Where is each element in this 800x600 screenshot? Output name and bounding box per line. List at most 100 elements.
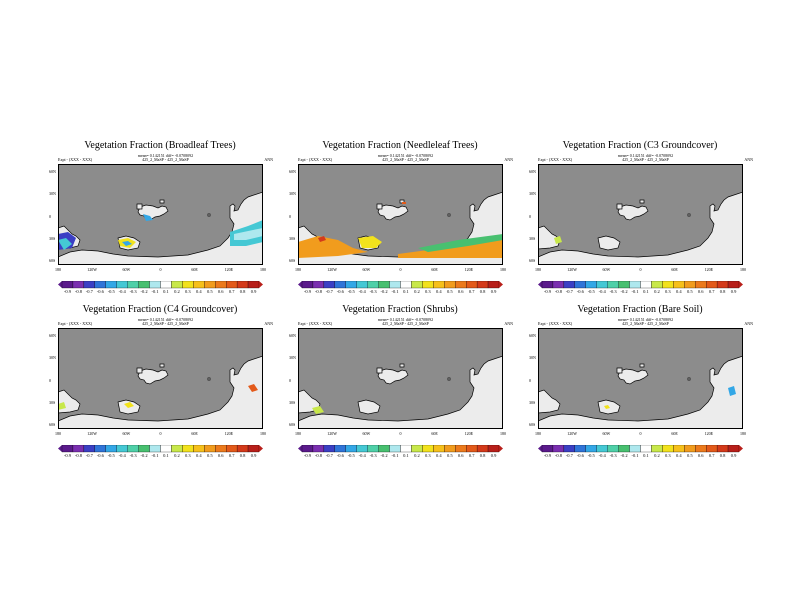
colorbar-swatch <box>83 281 95 289</box>
colorbar-swatch <box>61 281 74 289</box>
landmass-0 <box>617 368 649 385</box>
x-tick-label: 180 <box>260 267 266 272</box>
colorbar-high-arrow <box>499 445 503 452</box>
landmass-5 <box>159 363 165 368</box>
colorbar-swatch <box>716 281 729 289</box>
colorbar-swatch <box>684 281 696 289</box>
x-tick-label: 120W <box>87 431 98 436</box>
colorbar <box>298 445 503 453</box>
colorbar-swatch <box>640 281 652 289</box>
colorbar-label: -0.5 <box>107 289 115 294</box>
colorbar-swatch <box>94 281 106 289</box>
colorbar-label: -0.7 <box>85 289 93 294</box>
colorbar-swatch <box>312 445 325 453</box>
colorbar-label: 0.5 <box>446 289 453 294</box>
x-tick-label: 180 <box>55 267 61 272</box>
colorbar-swatch <box>673 445 685 453</box>
x-tick-label: 180 <box>500 431 506 436</box>
colorbar-swatch <box>455 281 467 289</box>
colorbar-swatch <box>138 445 150 453</box>
colorbar-label: 0.4 <box>435 453 442 458</box>
y-tick-label: 0 <box>49 377 51 383</box>
colorbar-swatch <box>400 281 412 289</box>
x-tick-label: 120E <box>464 431 474 436</box>
colorbar-swatch <box>247 281 260 289</box>
anomaly-region-0 <box>312 406 324 414</box>
colorbar-swatch <box>444 445 456 453</box>
colorbar-label: 0.9 <box>730 453 737 458</box>
expt-label: Expt - (XXX - XXX) <box>58 321 93 326</box>
x-tick-label: 180 <box>55 431 61 436</box>
colorbar-high-arrow <box>739 445 743 452</box>
landmass-6 <box>447 377 451 381</box>
colorbar-swatch <box>356 445 368 453</box>
colorbar-label: -0.6 <box>96 289 104 294</box>
y-tick-label: 30N <box>529 191 536 197</box>
chart-meta: Expt - (XXX - XXX) 425_2_MaSP - 425_2_MaS… <box>538 321 753 326</box>
colorbar-label: -0.5 <box>347 453 355 458</box>
colorbar-label: -0.4 <box>118 289 126 294</box>
colorbar-swatch <box>433 281 445 289</box>
chart-meta: Expt - (XXX - XXX) 425_2_MaSP - 425_2_MaS… <box>58 321 273 326</box>
colorbar-swatch <box>160 445 172 453</box>
chart-meta: Expt - (XXX - XXX) 425_2_MaSP - 425_2_MaS… <box>298 157 513 162</box>
y-tick-label: 0 <box>49 213 51 219</box>
colorbar-label: 0.8 <box>479 453 486 458</box>
chart-title: Vegetation Fraction (Broadleaf Trees) <box>84 140 236 151</box>
colorbar-swatch <box>563 445 575 453</box>
colorbar-label: 0.6 <box>457 453 464 458</box>
colorbar-swatch <box>345 445 357 453</box>
colorbar-label: 0.6 <box>697 453 704 458</box>
y-tick-label: 30S <box>529 235 536 241</box>
colorbar-label: 0.9 <box>490 289 497 294</box>
colorbar-swatch <box>367 445 379 453</box>
x-tick-label: 180 <box>535 267 541 272</box>
colorbar-label: 0.5 <box>206 289 213 294</box>
colorbar-swatch <box>684 445 696 453</box>
map-plot <box>298 328 503 429</box>
landmass-2 <box>58 191 263 265</box>
y-tick-label: 60N <box>289 333 296 338</box>
colorbar-swatch <box>607 445 619 453</box>
anomaly-region-4 <box>143 214 153 221</box>
colorbar-label: -0.4 <box>598 289 606 294</box>
y-tick-label: 60S <box>529 422 536 427</box>
colorbar <box>538 445 743 453</box>
x-tick-label: 120E <box>704 431 714 436</box>
chart-panel-c3-groundcover: Vegetation Fraction (C3 Groundcover) mean… <box>529 140 778 294</box>
colorbar-label: 0.4 <box>195 289 202 294</box>
colorbar-label: -0.8 <box>554 453 562 458</box>
map-frame <box>58 164 263 265</box>
colorbar-swatch <box>585 445 597 453</box>
map-plot <box>538 164 743 265</box>
x-tick-label: 120E <box>224 431 234 436</box>
colorbar-label: -0.7 <box>325 453 333 458</box>
y-tick-label: 30N <box>529 355 536 361</box>
colorbar-label: 0.2 <box>174 289 180 294</box>
colorbar-swatch <box>105 281 117 289</box>
colorbar-swatch <box>389 281 401 289</box>
colorbar-swatch <box>411 445 423 453</box>
colorbar-label: -0.2 <box>380 453 388 458</box>
anomaly-region-1 <box>358 236 382 248</box>
colorbar-label: 0.4 <box>435 289 442 294</box>
landmass-5 <box>159 199 165 204</box>
landmass-1 <box>616 203 623 210</box>
colorbar-label: 0.9 <box>730 289 737 294</box>
colorbar-label: -0.6 <box>336 289 344 294</box>
period-label: ANN <box>264 321 273 326</box>
landmass-1 <box>376 367 383 374</box>
y-tick-label: 30N <box>289 191 296 197</box>
colorbar-label: 0.8 <box>719 453 726 458</box>
x-tick-label: 60W <box>362 267 371 272</box>
x-tick-label: 0 <box>639 267 642 272</box>
colorbar-swatch <box>193 445 205 453</box>
x-tick-label: 120W <box>327 267 338 272</box>
colorbar-swatch <box>312 281 325 289</box>
chart-title: Vegetation Fraction (Shrubs) <box>342 304 458 315</box>
y-tick-label: 60S <box>289 258 296 263</box>
landmass-3 <box>298 389 321 414</box>
colorbar-label: 0.6 <box>217 289 224 294</box>
colorbar-swatch <box>301 281 314 289</box>
colorbar-label: -0.2 <box>140 453 148 458</box>
